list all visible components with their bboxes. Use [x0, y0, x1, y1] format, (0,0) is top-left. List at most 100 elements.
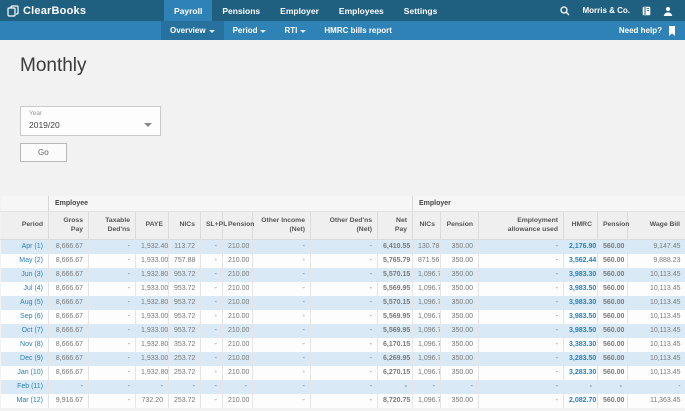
- cell-er_pension: 350.00: [441, 352, 479, 366]
- cell-pension_total: 560.00: [598, 324, 628, 338]
- cell-gross_pay: 9,916.67: [49, 394, 89, 408]
- hmrc-link[interactable]: 3,983.50: [569, 327, 596, 334]
- column-header-net_pay: Net Pay: [378, 212, 413, 240]
- cell-pension_ee: 210.00: [223, 268, 253, 282]
- cell-gross_pay: 8,666.67: [49, 296, 89, 310]
- top-bar: ClearBooks Payroll Pensions Employer Emp…: [0, 0, 685, 21]
- tab-employer[interactable]: Employer: [270, 0, 329, 21]
- cell-period: Apr (1): [1, 240, 49, 254]
- cell-taxable_dedns: -: [89, 338, 136, 352]
- hmrc-link[interactable]: 3,983.30: [569, 271, 596, 278]
- hmrc-link[interactable]: 3,383.30: [569, 341, 596, 348]
- hmrc-link[interactable]: 3,983.50: [569, 313, 596, 320]
- main-content: Monthly Year 2019/20 Go: [0, 55, 685, 162]
- column-header-slpl: SL+PL: [201, 212, 223, 240]
- cell-hmrc: 3,983.30: [564, 296, 598, 310]
- search-icon[interactable]: [560, 6, 570, 16]
- hmrc-link[interactable]: 3,283.50: [569, 355, 596, 362]
- cell-hmrc: 3,983.50: [564, 282, 598, 296]
- cell-slpl: -: [201, 352, 223, 366]
- cell-emp_allowance: -: [479, 352, 564, 366]
- cell-nics: 953.72: [169, 310, 201, 324]
- cell-er_nics: 130.78: [413, 240, 441, 254]
- cell-emp_allowance: -: [479, 296, 564, 310]
- table-row: Oct (7)8,666.67-1,933.00953.72-210.00--5…: [1, 324, 685, 338]
- cell-wage_bill: 10,113.45: [628, 310, 685, 324]
- cell-wage_bill: 10,113.45: [628, 268, 685, 282]
- subtab-hmrc-bills-report[interactable]: HMRC bills report: [315, 21, 401, 40]
- period-link[interactable]: Sep (6): [20, 313, 43, 320]
- tab-employees[interactable]: Employees: [329, 0, 394, 21]
- cell-net_pay: 5,569.95: [378, 324, 413, 338]
- tab-payroll[interactable]: Payroll: [164, 0, 212, 21]
- cell-pension_ee: 210.00: [223, 394, 253, 408]
- table-row: Nov (8)8,666.67-1,932.80353.72-210.00--6…: [1, 338, 685, 352]
- cell-pension_total: -: [598, 380, 628, 394]
- cell-period: Dec (9): [1, 352, 49, 366]
- hmrc-link[interactable]: 3,983.30: [569, 299, 596, 306]
- subtab-rti[interactable]: RTI: [275, 21, 315, 40]
- cell-slpl: -: [201, 282, 223, 296]
- cell-wage_bill: 10,113.45: [628, 324, 685, 338]
- cell-nics: 953.72: [169, 268, 201, 282]
- cell-er_pension: 350.00: [441, 268, 479, 282]
- group-header-employer: Employer: [413, 196, 685, 212]
- cell-other_income: -: [253, 240, 311, 254]
- period-link[interactable]: May (2): [19, 257, 43, 264]
- table-body: Apr (1)8,666.67-1,932.40113.72-210.00--6…: [1, 240, 685, 408]
- table-row: Aug (5)8,666.67-1,932.80953.72-210.00--5…: [1, 296, 685, 310]
- table-row: Sep (6)8,666.67-1,933.00953.72-210.00--5…: [1, 310, 685, 324]
- period-link[interactable]: Aug (5): [20, 299, 43, 306]
- period-link[interactable]: Oct (7): [22, 327, 43, 334]
- subbar-right: Need help?: [619, 21, 685, 40]
- subtab-rti-label: RTI: [284, 26, 297, 35]
- account-menu[interactable]: Morris & Co.: [582, 6, 630, 15]
- year-select[interactable]: Year 2019/20: [20, 106, 161, 136]
- hmrc-link[interactable]: 3,983.50: [569, 285, 596, 292]
- period-link[interactable]: Jun (3): [21, 271, 43, 278]
- cell-hmrc: 2,176.90: [564, 240, 598, 254]
- period-link[interactable]: Dec (9): [20, 355, 43, 362]
- cell-other_dedns: -: [311, 324, 378, 338]
- hmrc-link[interactable]: 3,283.30: [569, 369, 596, 376]
- cell-nics: 253.72: [169, 394, 201, 408]
- period-link[interactable]: Nov (8): [20, 341, 43, 348]
- subtab-overview[interactable]: Overview: [161, 21, 224, 40]
- cell-gross_pay: 8,666.67: [49, 310, 89, 324]
- cell-er_pension: 350.00: [441, 366, 479, 380]
- period-link[interactable]: Jan (10): [17, 369, 43, 376]
- hmrc-link[interactable]: 2,082.70: [569, 397, 596, 404]
- clearbooks-logo[interactable]: ClearBooks: [0, 0, 150, 21]
- period-link[interactable]: Apr (1): [22, 243, 43, 250]
- cell-taxable_dedns: -: [89, 268, 136, 282]
- cell-period: Nov (8): [1, 338, 49, 352]
- tab-settings[interactable]: Settings: [394, 0, 448, 21]
- book-icon[interactable]: [642, 6, 651, 16]
- period-link[interactable]: Mar (12): [17, 397, 43, 404]
- cell-nics: 353.72: [169, 338, 201, 352]
- cell-gross_pay: -: [49, 380, 89, 394]
- go-button[interactable]: Go: [20, 143, 67, 162]
- cell-other_dedns: -: [311, 310, 378, 324]
- hmrc-link[interactable]: 3,562.44: [569, 257, 596, 264]
- tab-pensions[interactable]: Pensions: [212, 0, 270, 21]
- need-help-link[interactable]: Need help?: [619, 26, 662, 35]
- group-header-employee: Employee: [49, 196, 413, 212]
- cell-taxable_dedns: -: [89, 324, 136, 338]
- hmrc-link[interactable]: 2,176.90: [569, 243, 596, 250]
- cell-pension_total: 560.00: [598, 254, 628, 268]
- period-link[interactable]: Jul (4): [24, 285, 43, 292]
- cell-period: Mar (12): [1, 394, 49, 408]
- cell-paye: 1,933.00: [136, 310, 169, 324]
- column-header-er_nics: NICs: [413, 212, 441, 240]
- user-icon[interactable]: [663, 6, 673, 16]
- table-row: Jun (3)8,666.67-1,932.80953.72-210.00--5…: [1, 268, 685, 282]
- cell-other_dedns: -: [311, 240, 378, 254]
- bookmark-icon[interactable]: [668, 26, 676, 36]
- period-link[interactable]: Feb (11): [17, 383, 43, 390]
- cell-slpl: -: [201, 240, 223, 254]
- cell-pension_total: 560.00: [598, 394, 628, 408]
- cell-other_dedns: -: [311, 394, 378, 408]
- cell-taxable_dedns: -: [89, 282, 136, 296]
- subtab-period[interactable]: Period: [224, 21, 276, 40]
